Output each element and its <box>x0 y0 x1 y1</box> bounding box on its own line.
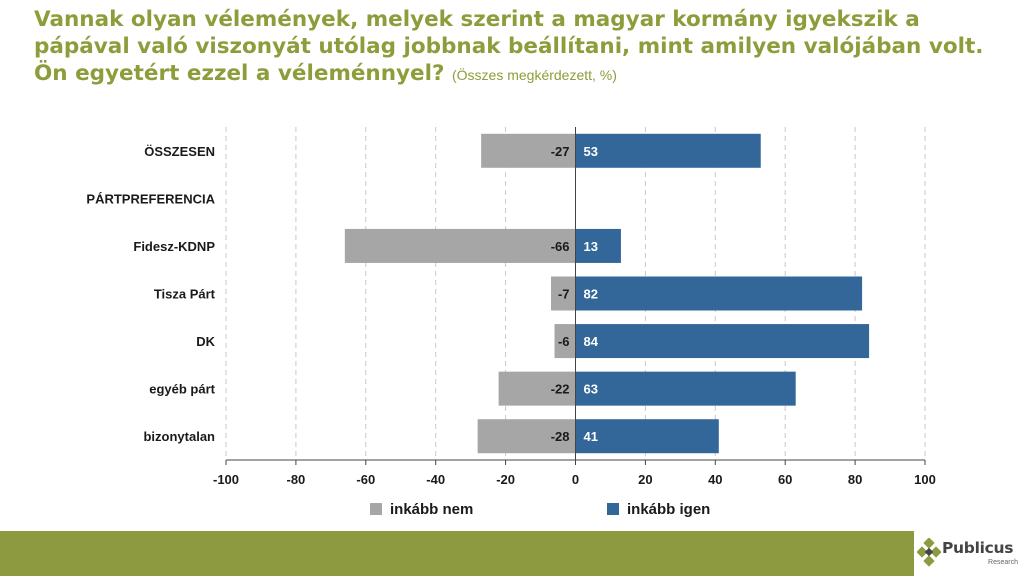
data-label: -6 <box>558 334 570 349</box>
data-label: -22 <box>551 382 570 397</box>
chart-subtitle: (Összes megkérdezett, %) <box>451 67 617 83</box>
category-label: Fidesz-KDNP <box>133 239 215 254</box>
x-tick-label: -20 <box>496 472 515 487</box>
x-tick-label: 80 <box>848 472 862 487</box>
category-label: PÁRTPREFERENCIA <box>86 191 215 206</box>
bar-inkabb-nem <box>477 419 576 454</box>
x-tick-label: 60 <box>778 472 792 487</box>
bar-inkabb-igen <box>575 228 621 263</box>
title-text: Vannak olyan vélemények, melyek szerint … <box>34 7 984 86</box>
category-label: Tisza Párt <box>154 287 216 302</box>
publicus-logo: Publicus Research <box>914 531 1024 576</box>
x-tick-label: -40 <box>426 472 445 487</box>
data-label: 41 <box>584 429 598 444</box>
chart-title: Vannak olyan vélemények, melyek szerint … <box>34 6 1009 89</box>
diverging-bar-chart: ÖSSZESEN -27 53 PÁRTPREFERENCIA Fidesz-KDNP -… <box>86 127 936 518</box>
data-label: 84 <box>584 334 599 349</box>
legend-label: inkább nem <box>390 501 473 518</box>
category-label: bizonytalan <box>143 429 215 444</box>
legend-label: inkább igen <box>627 501 710 518</box>
legend-swatch <box>370 503 382 515</box>
footer-band <box>0 531 1024 576</box>
logo-subtext: Research <box>988 559 1018 566</box>
bar-inkabb-nem <box>344 228 576 263</box>
bar-inkabb-nem <box>551 276 576 311</box>
x-tick-label: -80 <box>287 472 306 487</box>
bar-inkabb-nem <box>554 324 576 359</box>
bar-inkabb-igen <box>575 371 796 406</box>
data-label: 13 <box>584 239 598 254</box>
bar-inkabb-nem <box>498 371 576 406</box>
x-tick-label: -100 <box>213 472 239 487</box>
bar-inkabb-igen <box>575 324 870 359</box>
x-tick-label: 0 <box>572 472 579 487</box>
data-label: -7 <box>558 287 570 302</box>
x-tick-label: 20 <box>638 472 652 487</box>
logo-text: Publicus <box>942 539 1014 557</box>
x-tick-label: -60 <box>356 472 375 487</box>
bar-inkabb-igen <box>575 276 863 311</box>
bar-inkabb-nem <box>481 133 576 168</box>
publicus-logo-icon <box>917 538 941 567</box>
data-label: -66 <box>551 239 570 254</box>
legend-swatch <box>607 503 619 515</box>
x-tick-label: 40 <box>708 472 722 487</box>
data-label: 63 <box>584 382 598 397</box>
bar-inkabb-igen <box>575 133 761 168</box>
data-label: 53 <box>584 144 598 159</box>
data-label: -28 <box>551 429 570 444</box>
category-label: egyéb párt <box>149 382 215 397</box>
data-label: -27 <box>551 144 570 159</box>
category-label: ÖSSZESEN <box>144 144 215 159</box>
bar-inkabb-igen <box>575 419 719 454</box>
data-label: 82 <box>584 287 598 302</box>
x-tick-label: 100 <box>914 472 936 487</box>
category-label: DK <box>196 334 215 349</box>
